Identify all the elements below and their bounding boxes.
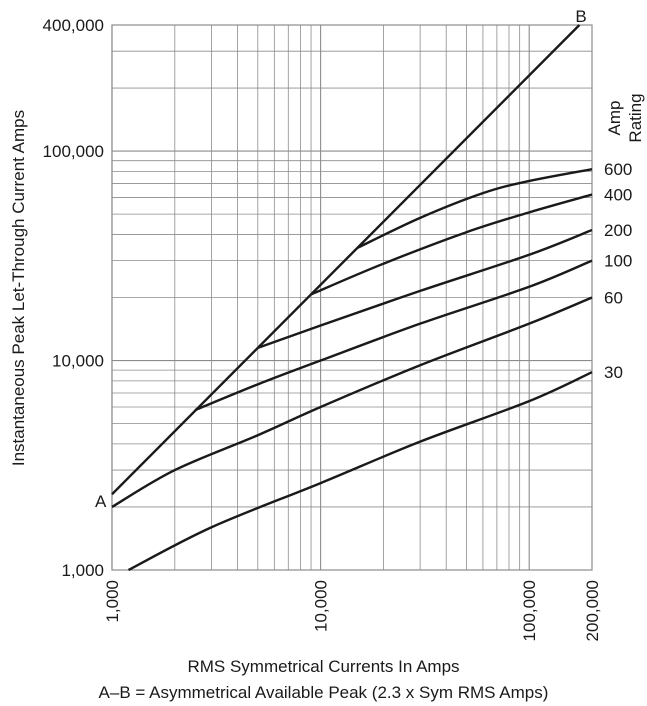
x-tick-label: 100,000 xyxy=(520,580,539,641)
curve-600 xyxy=(356,167,593,249)
curve-label-200: 200 xyxy=(604,221,632,240)
curve-30 xyxy=(127,371,593,572)
asym-line-caption: A–B = Asymmetrical Available Peak (2.3 x… xyxy=(98,683,549,702)
curve-label-400: 400 xyxy=(604,186,632,205)
grid xyxy=(111,24,593,571)
curve-label-30: 30 xyxy=(604,363,623,382)
point-b-label: B xyxy=(575,7,586,26)
curve-60 xyxy=(111,296,593,508)
curves xyxy=(111,24,593,572)
x-axis-title: RMS Symmetrical Currents In Amps xyxy=(187,657,460,676)
curve-label-100: 100 xyxy=(604,252,632,271)
x-tick-label: 1,000 xyxy=(103,580,122,623)
y-tick-label: 10,000 xyxy=(52,352,104,371)
y-tick-label: 1,000 xyxy=(61,561,104,580)
curve-400 xyxy=(310,193,593,296)
x-tick-label: 200,000 xyxy=(583,580,602,641)
asym-line-a-b xyxy=(111,24,581,496)
rating-header-line2: Rating xyxy=(626,93,645,142)
point-a-label: A xyxy=(95,492,107,511)
x-tick-label: 10,000 xyxy=(312,580,331,632)
y-tick-label: 400,000 xyxy=(43,16,104,35)
curve-200 xyxy=(257,228,593,349)
curve-label-60: 60 xyxy=(604,289,623,308)
y-axis-title: Instantaneous Peak Let-Through Current A… xyxy=(9,110,28,466)
y-tick-label: 100,000 xyxy=(43,142,104,161)
rating-header-line1: Amp xyxy=(605,101,624,136)
curve-label-600: 600 xyxy=(604,160,632,179)
labels: A B 600 400 200 100 60 30 1,000 10,000 100,000 400,… xyxy=(43,7,633,641)
curve-100 xyxy=(194,259,593,412)
